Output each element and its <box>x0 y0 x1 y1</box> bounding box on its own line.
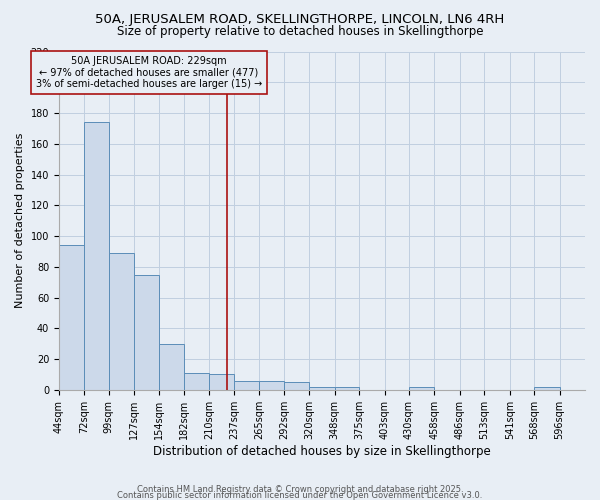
Bar <box>59 246 85 390</box>
Text: Contains public sector information licensed under the Open Government Licence v3: Contains public sector information licen… <box>118 490 482 500</box>
Bar <box>335 387 359 390</box>
Bar <box>259 380 284 390</box>
Bar <box>134 274 158 390</box>
Text: Contains HM Land Registry data © Crown copyright and database right 2025.: Contains HM Land Registry data © Crown c… <box>137 484 463 494</box>
Bar <box>158 344 184 390</box>
Bar <box>109 253 134 390</box>
Bar <box>409 387 434 390</box>
Bar <box>184 373 209 390</box>
Y-axis label: Number of detached properties: Number of detached properties <box>15 133 25 308</box>
Bar <box>234 380 259 390</box>
Text: 50A, JERUSALEM ROAD, SKELLINGTHORPE, LINCOLN, LN6 4RH: 50A, JERUSALEM ROAD, SKELLINGTHORPE, LIN… <box>95 12 505 26</box>
Text: 50A JERUSALEM ROAD: 229sqm
← 97% of detached houses are smaller (477)
3% of semi: 50A JERUSALEM ROAD: 229sqm ← 97% of deta… <box>35 56 262 90</box>
Bar <box>534 387 560 390</box>
Bar <box>309 387 335 390</box>
Bar <box>85 122 109 390</box>
Bar <box>209 374 234 390</box>
X-axis label: Distribution of detached houses by size in Skellingthorpe: Distribution of detached houses by size … <box>153 444 491 458</box>
Text: Size of property relative to detached houses in Skellingthorpe: Size of property relative to detached ho… <box>117 25 483 38</box>
Bar <box>284 382 309 390</box>
